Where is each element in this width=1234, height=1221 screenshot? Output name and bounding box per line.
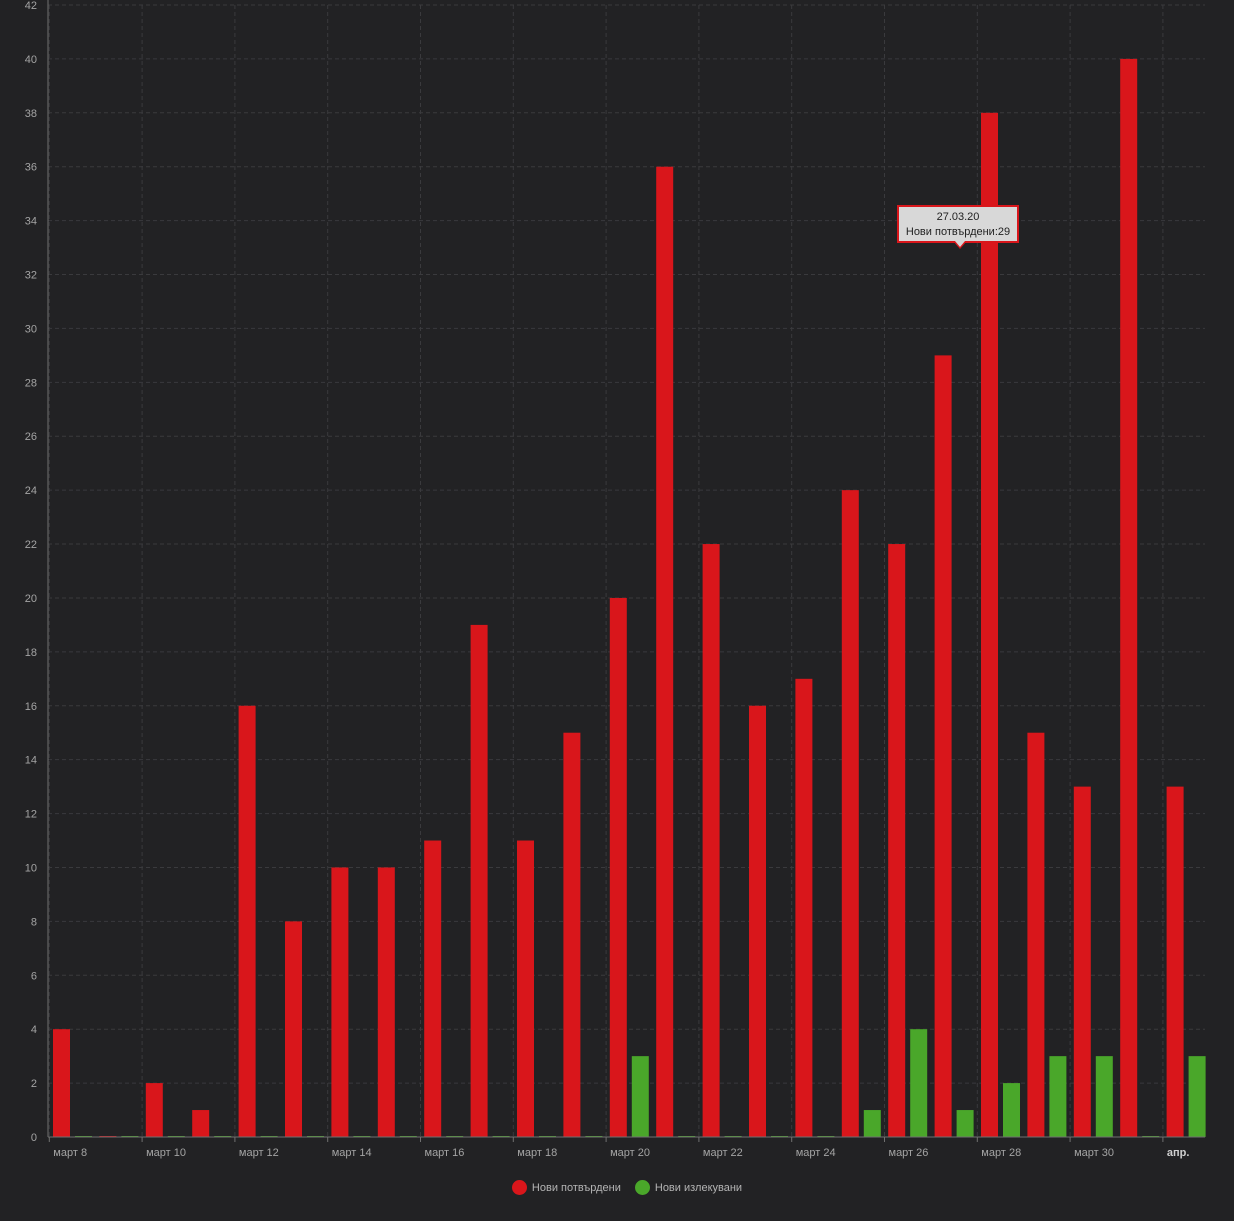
bar-confirmed[interactable] xyxy=(888,544,906,1137)
bar-confirmed[interactable] xyxy=(841,490,859,1138)
bar-recovered[interactable] xyxy=(1095,1056,1113,1137)
x-tick-label: март 18 xyxy=(517,1147,557,1159)
y-tick-label: 32 xyxy=(25,270,37,282)
legend-swatch-confirmed xyxy=(511,1180,527,1195)
bar-recovered[interactable] xyxy=(863,1110,881,1137)
y-tick-label: 22 xyxy=(25,539,37,551)
bar-confirmed[interactable] xyxy=(934,355,952,1137)
bar-confirmed[interactable] xyxy=(795,678,813,1137)
x-tick-label: март 14 xyxy=(332,1147,372,1159)
bar-recovered[interactable] xyxy=(956,1110,974,1137)
y-tick-label: 34 xyxy=(25,216,37,228)
x-tick-label: март 12 xyxy=(239,1147,279,1159)
bar-recovered[interactable] xyxy=(1003,1083,1020,1137)
bar-confirmed[interactable] xyxy=(1120,58,1138,1137)
bar-confirmed[interactable] xyxy=(285,921,302,1137)
y-tick-label: 40 xyxy=(25,54,37,66)
y-tick-label: 8 xyxy=(31,916,37,928)
bar-confirmed[interactable] xyxy=(1073,786,1091,1137)
bar-confirmed[interactable] xyxy=(517,840,534,1137)
legend-label-confirmed: Нови потвърдени xyxy=(531,1181,621,1194)
bar-recovered[interactable] xyxy=(1049,1056,1067,1137)
y-tick-label: 10 xyxy=(25,862,37,874)
x-tick-label: март 20 xyxy=(610,1147,650,1159)
bar-confirmed[interactable] xyxy=(1027,732,1045,1137)
legend-swatch-recovered xyxy=(634,1180,650,1195)
x-tick-label: март 30 xyxy=(1074,1147,1114,1159)
y-tick-label: 16 xyxy=(25,701,37,713)
y-tick-label: 20 xyxy=(25,593,37,605)
x-tick-label: март 8 xyxy=(53,1147,87,1159)
x-tick-label: март 16 xyxy=(425,1147,465,1159)
tooltip-text: Нови потвърдени:29 xyxy=(905,226,1011,238)
bar-recovered[interactable] xyxy=(1188,1056,1206,1137)
y-tick-label: 12 xyxy=(25,809,37,821)
y-tick-label: 0 xyxy=(31,1132,37,1144)
y-tick-label: 42 xyxy=(25,0,37,12)
x-tick-label: март 10 xyxy=(146,1147,186,1159)
axes xyxy=(47,0,1205,1138)
bar-confirmed[interactable] xyxy=(145,1083,163,1137)
bar-recovered[interactable] xyxy=(631,1056,649,1137)
x-tick-label: апр. xyxy=(1167,1147,1190,1159)
y-tick-label: 28 xyxy=(25,377,37,389)
x-tick-label: март 26 xyxy=(889,1147,929,1159)
legend-label-recovered: Нови излекувани xyxy=(654,1181,743,1194)
bar-confirmed[interactable] xyxy=(749,705,766,1137)
legend-item-confirmed[interactable]: Нови потвърдени xyxy=(511,1180,621,1195)
y-tick-label: 38 xyxy=(25,108,37,120)
x-tick-label: март 24 xyxy=(796,1147,836,1159)
chart-legend: Нови потвърдени Нови излекувани xyxy=(0,1180,1234,1195)
y-tick-label: 2 xyxy=(31,1078,37,1090)
bar-confirmed[interactable] xyxy=(192,1110,210,1137)
bar-confirmed[interactable] xyxy=(609,597,627,1137)
bar-confirmed[interactable] xyxy=(53,1029,70,1137)
bar-confirmed[interactable] xyxy=(1166,786,1184,1137)
bar-confirmed[interactable] xyxy=(563,732,581,1137)
x-axis-ticks: март 8 март 10 март 12 март 14 март 16 март 1… xyxy=(48,1137,1190,1159)
bar-confirmed[interactable] xyxy=(470,624,488,1137)
y-tick-label: 30 xyxy=(25,323,37,335)
x-tick-label: март 28 xyxy=(981,1147,1021,1159)
y-tick-label: 6 xyxy=(31,970,37,982)
y-tick-label: 14 xyxy=(25,755,37,767)
bar-confirmed[interactable] xyxy=(656,166,674,1137)
x-tick-label: март 22 xyxy=(703,1147,743,1159)
legend-item-recovered[interactable]: Нови излекувани xyxy=(634,1180,743,1195)
bar-confirmed[interactable] xyxy=(238,705,256,1137)
tooltip-title: 27.03.20 xyxy=(936,211,980,223)
bars xyxy=(53,58,1206,1138)
bar-confirmed[interactable] xyxy=(331,867,349,1137)
bar-confirmed[interactable] xyxy=(377,867,395,1137)
y-tick-label: 24 xyxy=(25,485,37,497)
bar-confirmed[interactable] xyxy=(424,840,442,1137)
y-tick-label: 26 xyxy=(25,431,37,443)
y-tick-label: 36 xyxy=(25,162,37,174)
tooltip-pointer-fill xyxy=(955,241,965,247)
bar-confirmed[interactable] xyxy=(981,112,998,1137)
y-tick-label: 4 xyxy=(31,1024,37,1036)
y-tick-label: 18 xyxy=(25,647,37,659)
data-tooltip: 27.03.20 Нови потвърдени:29 xyxy=(897,205,1019,243)
bar-recovered[interactable] xyxy=(910,1029,928,1137)
bar-confirmed[interactable] xyxy=(702,544,720,1137)
